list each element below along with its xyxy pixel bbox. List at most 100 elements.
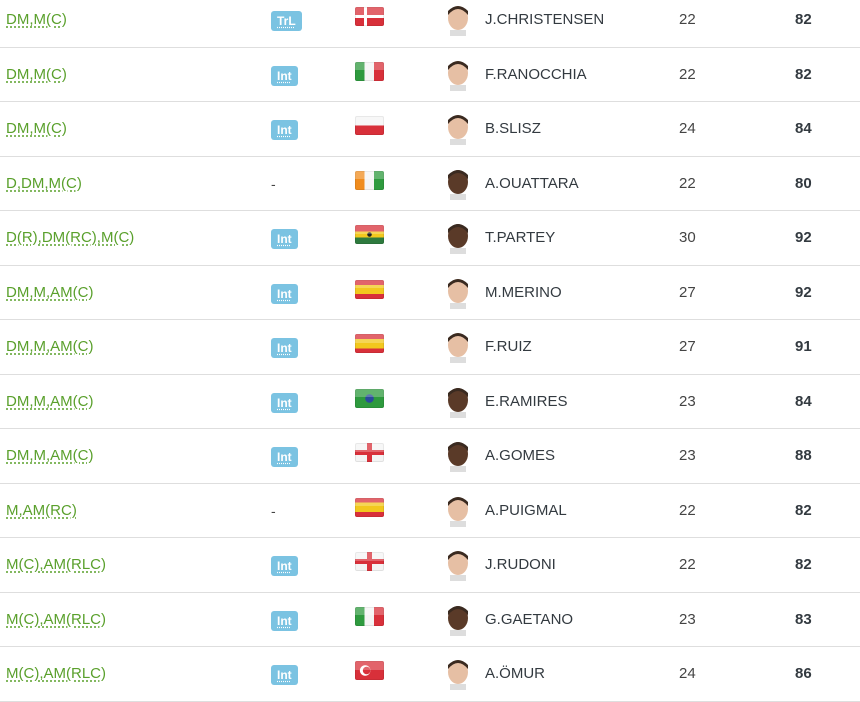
position-link[interactable]: M,AM(RC) [6, 501, 77, 519]
position-link[interactable]: M(C),AM(RLC) [6, 556, 106, 573]
player-rating: 82 [795, 556, 812, 573]
table-row: M(C),AM(RLC) Int A.ÖMUR 24 86 [0, 647, 860, 702]
player-rating: 91 [795, 338, 812, 355]
position-link[interactable]: DM,M(C) [6, 11, 67, 28]
position-link[interactable]: M(C),AM(RLC) [6, 665, 106, 682]
player-age: 24 [679, 120, 696, 137]
status-badge[interactable]: Int [271, 665, 298, 685]
player-rating: 80 [795, 174, 812, 192]
player-age: 23 [679, 447, 696, 464]
status-badge[interactable]: Int [271, 120, 298, 140]
table-row: DM,M,AM(C) Int E.RAMIRES 23 84 [0, 375, 860, 429]
flag-spain-icon [355, 334, 384, 353]
position-link[interactable]: DM,M(C) [6, 65, 67, 83]
flag-italy-icon [355, 606, 384, 626]
player-age: 23 [679, 610, 696, 628]
player-name: J.CHRISTENSEN [485, 11, 605, 28]
position-link[interactable]: D(R),DM(RC),M(C) [6, 229, 135, 246]
player-age: 27 [679, 338, 696, 355]
player-age: 27 [679, 283, 696, 301]
player-name: A.PUIGMAL [485, 501, 567, 519]
player-name: T.PARTEY [485, 229, 556, 246]
player-age: 22 [679, 65, 696, 83]
player-avatar [448, 6, 468, 36]
player-age: 22 [679, 174, 696, 192]
table-row: D,DM,M(C) - A.OUATTARA 22 80 [0, 157, 860, 211]
flag-england-icon [355, 552, 384, 571]
player-name: F.RUIZ [485, 338, 532, 355]
player-avatar [448, 60, 468, 91]
player-name: A.OUATTARA [485, 174, 579, 192]
table-row: DM,M(C) TrL J.CHRISTENSEN 22 82 [0, 0, 860, 48]
player-rating: 88 [795, 447, 812, 464]
player-age: 22 [679, 501, 696, 519]
flag-poland-icon [355, 116, 384, 135]
flag-turkey-icon [355, 661, 384, 680]
status-empty: - [271, 502, 276, 519]
position-link[interactable]: DM,M,AM(C) [6, 338, 94, 355]
player-name: B.SLISZ [485, 120, 541, 137]
player-age: 23 [679, 392, 696, 410]
status-badge[interactable]: Int [271, 447, 298, 467]
player-rating: 82 [795, 11, 812, 28]
player-avatar [448, 496, 468, 527]
player-rating: 92 [795, 283, 812, 301]
status-badge[interactable]: Int [271, 229, 298, 249]
flag-ghana-icon [355, 225, 384, 244]
table-row: DM,M,AM(C) Int A.GOMES 23 88 [0, 429, 860, 484]
player-avatar [448, 551, 468, 581]
position-link[interactable]: D,DM,M(C) [6, 174, 82, 192]
position-link[interactable]: DM,M(C) [6, 120, 67, 137]
player-name: F.RANOCCHIA [485, 65, 587, 83]
status-badge[interactable]: Int [271, 283, 298, 304]
player-rating: 92 [795, 229, 812, 246]
status-badge[interactable]: Int [271, 392, 298, 413]
player-rating: 83 [795, 610, 812, 628]
status-empty: - [271, 175, 276, 192]
player-avatar [448, 169, 468, 200]
position-link[interactable]: DM,M,AM(C) [6, 283, 94, 301]
table-row: D(R),DM(RC),M(C) Int T.PARTEY 30 92 [0, 211, 860, 266]
table-row: DM,M(C) Int B.SLISZ 24 84 [0, 102, 860, 157]
table-row: M(C),AM(RLC) Int G.GAETANO 23 83 [0, 593, 860, 647]
table-row: DM,M,AM(C) Int F.RUIZ 27 91 [0, 320, 860, 375]
status-badge[interactable]: Int [271, 338, 298, 358]
player-rating: 84 [795, 120, 812, 137]
player-rating: 82 [795, 501, 812, 519]
status-badge[interactable]: TrL [271, 11, 302, 31]
table-row: DM,M(C) Int F.RANOCCHIA 22 82 [0, 48, 860, 102]
player-name: J.RUDONI [485, 556, 556, 573]
status-badge[interactable]: Int [271, 65, 298, 86]
player-name: A.GOMES [485, 447, 556, 464]
status-badge[interactable]: Int [271, 556, 298, 576]
player-avatar [448, 387, 468, 418]
position-link[interactable]: M(C),AM(RLC) [6, 610, 106, 628]
player-avatar [448, 333, 468, 363]
player-avatar [448, 115, 468, 145]
player-age: 24 [679, 665, 696, 682]
player-avatar [448, 660, 468, 690]
player-rating: 82 [795, 65, 812, 83]
table-row: M(C),AM(RLC) Int J.RUDONI 22 82 [0, 538, 860, 593]
position-link[interactable]: DM,M,AM(C) [6, 392, 94, 410]
player-rating: 84 [795, 392, 812, 410]
flag-denmark-icon [355, 7, 384, 26]
table-row: M,AM(RC) - A.PUIGMAL 22 82 [0, 484, 860, 538]
player-avatar [448, 605, 468, 636]
status-badge[interactable]: Int [271, 610, 298, 631]
player-rating: 86 [795, 665, 812, 682]
table-row: DM,M,AM(C) Int M.MERINO 27 92 [0, 266, 860, 320]
flag-spain-icon [355, 279, 384, 299]
player-name: G.GAETANO [485, 610, 574, 628]
player-avatar [448, 278, 468, 309]
player-age: 22 [679, 11, 696, 28]
player-age: 30 [679, 229, 696, 246]
player-name: M.MERINO [485, 283, 562, 301]
player-avatar [448, 224, 468, 254]
position-link[interactable]: DM,M,AM(C) [6, 447, 94, 464]
player-avatar [448, 442, 468, 472]
flag-england-icon [355, 443, 384, 462]
flag-ivory-coast-icon [355, 170, 384, 190]
player-name: A.ÖMUR [485, 665, 545, 682]
